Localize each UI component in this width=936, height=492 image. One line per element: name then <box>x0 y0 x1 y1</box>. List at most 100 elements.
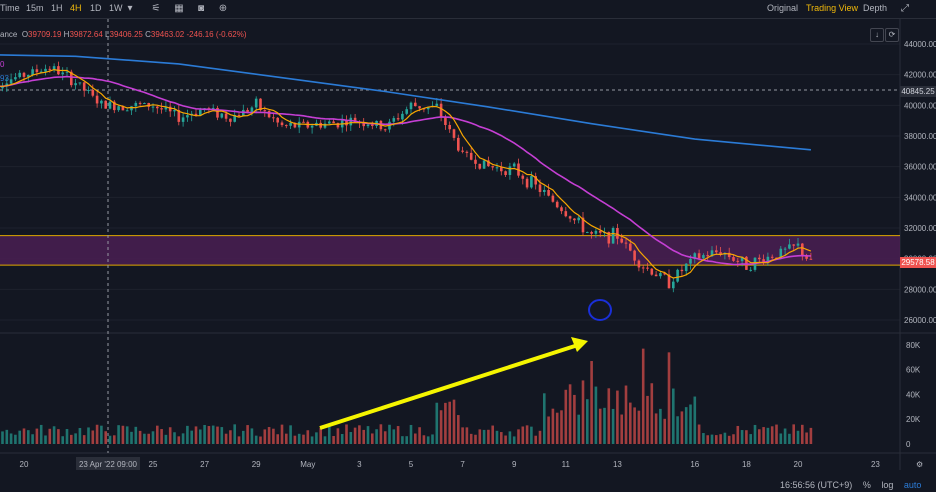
interval-1d[interactable]: 1D <box>90 3 102 13</box>
volume-bar <box>375 429 378 444</box>
time-tick-label: 20 <box>20 460 29 469</box>
volume-bar <box>482 429 486 444</box>
interval-15m[interactable]: 15m <box>26 3 44 13</box>
candle <box>138 102 142 104</box>
interval-1w[interactable]: 1W <box>109 3 123 13</box>
current-price-tag: 29578.58 <box>900 257 936 268</box>
candle <box>611 227 615 244</box>
volume-bar <box>57 429 60 444</box>
candle <box>555 201 559 208</box>
volume-bar <box>762 427 765 444</box>
candle <box>620 238 623 243</box>
volume-bar <box>766 427 770 444</box>
volume-bar <box>5 429 9 444</box>
candle <box>173 110 176 112</box>
volume-bar <box>250 428 254 444</box>
fullscreen-icon[interactable]: ⤢ <box>901 3 909 14</box>
interval-1h[interactable]: 1H <box>51 3 63 13</box>
candle <box>35 69 39 73</box>
volume-bar <box>353 427 357 444</box>
volume-bar <box>267 427 271 444</box>
log-toggle[interactable]: log <box>881 480 894 490</box>
volume-bar <box>796 430 800 444</box>
interval-4h[interactable]: 4H <box>70 3 82 13</box>
reset-icon[interactable]: ⟳ <box>885 28 899 42</box>
volume-bar <box>577 414 580 444</box>
volume-bar <box>474 434 477 444</box>
candle <box>345 120 348 126</box>
volume-bar <box>246 425 249 444</box>
time-button[interactable]: Time <box>0 3 20 13</box>
candle <box>788 244 791 249</box>
volume-bar <box>646 395 649 444</box>
candle <box>366 124 370 127</box>
indicators-icon[interactable]: ⚟ <box>151 3 161 14</box>
settings-icon[interactable]: ⚙ <box>916 460 923 469</box>
percent-toggle[interactable]: % <box>862 480 871 490</box>
candle <box>39 71 43 73</box>
volume-bar <box>186 425 189 444</box>
candle <box>732 257 735 261</box>
volume-bar <box>689 404 692 444</box>
volume-bar <box>573 394 576 444</box>
volume-bar <box>181 433 185 444</box>
candle <box>710 250 714 257</box>
volume-bar <box>616 390 619 444</box>
candle <box>641 267 645 269</box>
volume-bar <box>293 435 297 444</box>
candle <box>418 106 421 109</box>
candle <box>61 72 64 75</box>
price-tick-label: 26000.00 <box>904 316 936 325</box>
camera-icon[interactable]: ◙ <box>197 3 205 14</box>
candle <box>259 98 262 111</box>
candle <box>168 106 172 112</box>
candle <box>676 269 679 282</box>
volume-bar <box>788 433 791 444</box>
volume-bar <box>732 434 735 444</box>
volume-bar <box>809 427 813 444</box>
candle <box>293 122 297 128</box>
volume-bar <box>82 435 86 444</box>
volume-bar <box>336 428 340 444</box>
candle <box>577 217 580 221</box>
time-tick-label: 7 <box>460 460 465 469</box>
chart-type-icon[interactable]: ▦ <box>174 3 184 14</box>
candle <box>194 113 198 116</box>
candle <box>52 66 56 70</box>
candle <box>659 273 662 277</box>
candle <box>237 115 241 117</box>
view-depth[interactable]: Depth <box>863 3 888 13</box>
view-original[interactable]: Original <box>767 3 799 13</box>
volume-tick-label: 0 <box>906 440 911 449</box>
volume-bar <box>736 425 740 444</box>
candle <box>663 273 666 275</box>
chevron-down-icon[interactable]: ▾ <box>127 3 133 14</box>
candle <box>401 113 404 120</box>
volume-bar <box>190 430 193 444</box>
volume-bar <box>654 413 658 444</box>
volume-bar <box>203 424 206 444</box>
add-icon[interactable]: ⊕ <box>218 3 228 14</box>
volume-bar <box>491 425 494 444</box>
volume-bar <box>650 383 654 444</box>
volume-bar <box>478 429 482 444</box>
volume-bar <box>512 436 516 444</box>
auto-toggle[interactable]: auto <box>903 480 922 490</box>
candle <box>5 83 9 86</box>
scroll-down-icon[interactable]: ↓ <box>870 28 884 42</box>
volume-bar <box>598 408 602 444</box>
volume-bar <box>263 429 267 444</box>
candle <box>328 121 331 124</box>
candle <box>27 75 30 77</box>
volume-bar <box>18 430 21 444</box>
view-trading-view[interactable]: Trading View <box>806 3 859 13</box>
candle <box>667 274 671 289</box>
volume-bar <box>543 393 546 444</box>
candle <box>117 106 120 111</box>
volume-bar <box>306 430 310 444</box>
candle <box>9 79 13 84</box>
volume-bar <box>9 433 13 444</box>
volume-bar <box>396 426 400 444</box>
volume-bar <box>78 428 82 444</box>
